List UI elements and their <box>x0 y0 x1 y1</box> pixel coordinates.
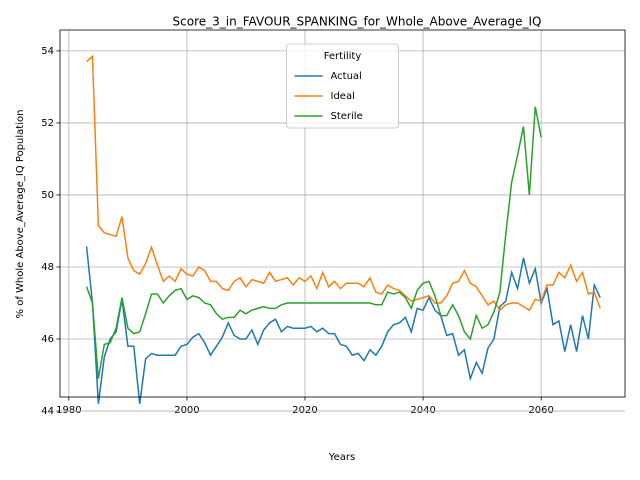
y-tick-label: 52 <box>41 118 54 129</box>
y-tick-label: 44 <box>41 406 54 417</box>
x-tick-label: 2000 <box>174 405 199 416</box>
data-line <box>85 246 601 404</box>
legend-label: Ideal <box>331 91 355 102</box>
y-tick-label: 48 <box>41 262 54 273</box>
y-axis-label: % of Whole Above_Average_IQ Population <box>15 110 26 319</box>
chart-title: Score_3_in_FAVOUR_SPANKING_for_Whole_Abo… <box>173 15 542 29</box>
legend-title: Fertility <box>324 51 362 62</box>
x-tick-label: 2020 <box>292 405 317 416</box>
x-tick-label: 2060 <box>528 405 553 416</box>
legend-label: Sterile <box>331 111 363 122</box>
plot-frame <box>59 29 626 398</box>
y-tick-label: 50 <box>41 190 54 201</box>
x-tick-label: 2040 <box>410 405 435 416</box>
data-line <box>86 54 601 312</box>
legend-label: Actual <box>331 71 362 82</box>
x-tick-label: 1980 <box>56 405 81 416</box>
y-tick-label: 46 <box>41 334 54 345</box>
y-tick-label: 54 <box>41 46 54 57</box>
data-line <box>85 106 542 379</box>
legend-box <box>286 43 399 129</box>
x-axis-label: Years <box>328 452 355 463</box>
